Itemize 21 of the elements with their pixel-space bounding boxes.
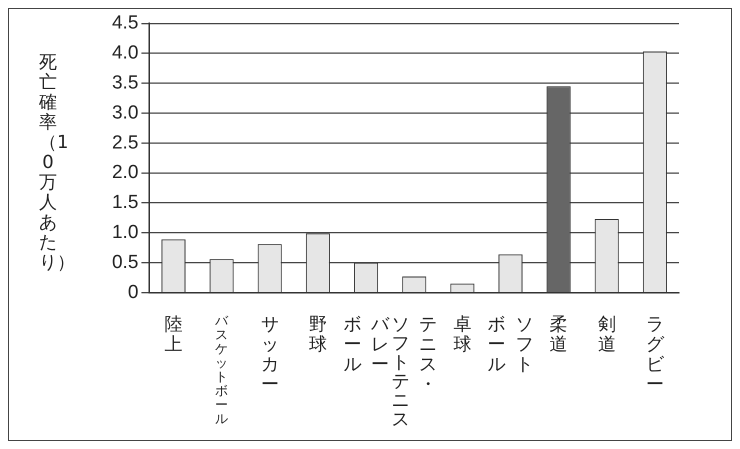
y-tick-label: 2.0 bbox=[112, 162, 138, 184]
x-tick-label: サッカー bbox=[260, 314, 280, 395]
y-tick-label: 3.5 bbox=[112, 72, 138, 94]
y-tick-label: 1.0 bbox=[112, 222, 138, 244]
x-tick-label: ラグビー bbox=[644, 314, 666, 395]
y-tick-label: 0.5 bbox=[112, 252, 138, 273]
x-tick-label: 陸上 bbox=[163, 314, 184, 355]
y-tick-label: 4.5 bbox=[112, 12, 138, 34]
text: 死亡確率（10万人あたり） bbox=[39, 52, 75, 273]
x-tick-label: 柔道 bbox=[548, 314, 569, 355]
x-tick-label: 野球 bbox=[308, 314, 328, 355]
x-tick-label: バレーボール bbox=[342, 314, 390, 375]
x-tick-label: バスケットボール bbox=[214, 314, 230, 427]
y-tick-label: 1.5 bbox=[112, 192, 138, 214]
y-tick-label: 4.0 bbox=[112, 42, 138, 64]
x-tick-label: ソフトボール bbox=[486, 314, 534, 375]
y-tick-label: 2.5 bbox=[112, 132, 138, 154]
x-tick-label: 剣道 bbox=[596, 314, 617, 355]
y-tick-label: 0 bbox=[128, 282, 138, 303]
x-tick-label: 卓球 bbox=[452, 314, 472, 355]
y-tick-label: 3.0 bbox=[112, 102, 138, 124]
